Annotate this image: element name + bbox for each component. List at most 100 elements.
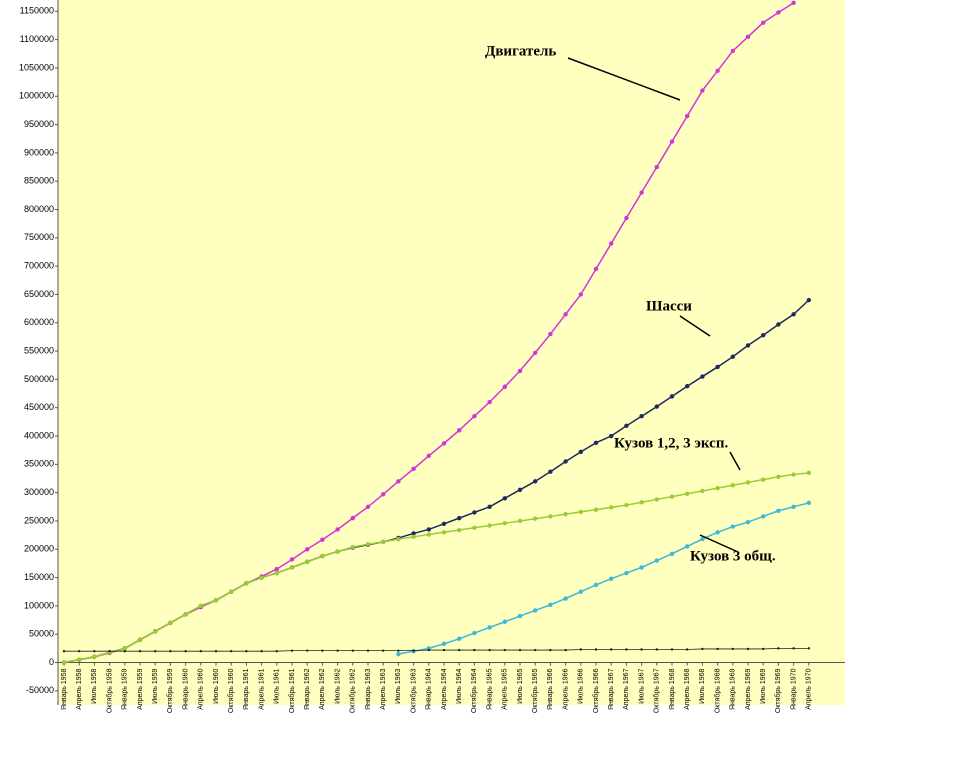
x-tick-label: Апрель 1967	[623, 668, 630, 709]
data-point	[183, 612, 188, 617]
x-tick-label: Июль 1960	[213, 668, 220, 703]
x-tick-label: Июль 1967	[638, 668, 645, 703]
data-point	[168, 620, 173, 626]
data-point	[685, 113, 690, 119]
data-point	[472, 525, 477, 530]
y-tick-label: 150000	[24, 572, 54, 582]
data-point	[685, 544, 690, 549]
data-point	[259, 575, 264, 580]
data-point	[502, 384, 507, 389]
data-point	[806, 297, 811, 303]
x-tick-label: Июль 1962	[334, 668, 341, 703]
data-point	[426, 453, 431, 459]
data-point	[654, 404, 659, 409]
x-tick-label: Январь 1968	[669, 668, 676, 710]
data-point	[214, 650, 218, 653]
x-tick-label: Апрель 1968	[684, 668, 691, 709]
data-point	[610, 648, 613, 651]
data-point	[381, 539, 386, 545]
data-point	[762, 647, 765, 651]
data-point	[745, 480, 751, 485]
data-point	[746, 647, 750, 651]
y-tick-label: 500000	[24, 374, 54, 384]
data-point	[715, 68, 720, 73]
data-point	[730, 483, 735, 488]
data-point	[609, 241, 614, 246]
data-point	[654, 164, 659, 170]
x-tick-label: Октябрь 1960	[227, 668, 235, 713]
data-point	[335, 527, 340, 532]
data-point	[412, 649, 415, 652]
data-point	[715, 485, 720, 491]
data-point	[472, 414, 477, 419]
data-point	[578, 449, 583, 455]
data-point	[624, 423, 629, 429]
data-point	[306, 649, 309, 652]
x-tick-label: Июль 1966	[578, 668, 585, 703]
data-point	[578, 589, 583, 594]
data-point	[274, 566, 279, 572]
data-point	[761, 20, 766, 25]
data-point	[761, 333, 766, 338]
data-point	[365, 504, 371, 510]
data-point	[548, 469, 553, 474]
x-tick-label: Апрель 1965	[502, 668, 509, 709]
data-point	[776, 508, 781, 513]
data-point	[487, 625, 492, 630]
data-point	[350, 544, 355, 550]
x-tick-label: Октябрь 1961	[288, 668, 296, 713]
x-tick-label: Июль 1969	[760, 668, 767, 703]
y-tick-label: 450000	[24, 402, 54, 412]
data-point	[563, 459, 568, 464]
data-point	[716, 647, 719, 651]
x-tick-label: Январь 1959	[122, 668, 129, 710]
x-tick-label: Январь 1962	[304, 668, 311, 710]
data-point	[62, 650, 66, 653]
data-point	[715, 530, 720, 535]
data-point	[396, 651, 401, 657]
data-point	[426, 527, 431, 532]
data-point	[533, 479, 538, 484]
data-point	[776, 10, 781, 15]
x-tick-label: Январь 1964	[426, 668, 433, 710]
data-point	[745, 343, 751, 348]
data-point	[807, 647, 810, 650]
data-point	[411, 534, 416, 540]
data-point	[548, 331, 553, 337]
data-point	[350, 515, 355, 521]
data-point	[397, 649, 400, 652]
data-point	[761, 477, 766, 482]
data-point	[609, 576, 614, 581]
y-tick-label: 850000	[24, 176, 54, 186]
x-tick-label: Октябрь 1968	[713, 668, 721, 713]
data-point	[503, 648, 506, 652]
data-point	[184, 650, 187, 653]
data-point	[472, 630, 477, 636]
x-tick-label: Октябрь 1959	[166, 668, 174, 713]
y-tick-label: 1050000	[19, 62, 54, 72]
data-point	[335, 549, 340, 554]
data-point	[670, 648, 674, 651]
x-tick-label: Апрель 1961	[258, 668, 265, 709]
annotation: Шасси	[646, 298, 692, 314]
x-tick-label: Апрель 1964	[441, 668, 448, 709]
data-point	[685, 383, 690, 389]
data-point	[244, 581, 249, 586]
data-point	[441, 530, 447, 535]
data-point	[625, 648, 628, 651]
data-point	[382, 649, 385, 652]
data-point	[426, 646, 431, 651]
data-point	[457, 636, 462, 641]
y-tick-label: 200000	[24, 544, 54, 554]
y-tick-label: 50000	[29, 629, 54, 639]
data-point	[792, 647, 795, 650]
x-tick-label: Январь 1965	[486, 668, 493, 710]
x-tick-label: Октябрь 1965	[531, 668, 539, 713]
y-tick-label: 750000	[24, 232, 54, 242]
data-point	[563, 596, 568, 601]
y-tick-label: 0	[49, 657, 54, 667]
data-point	[260, 650, 263, 653]
data-point	[426, 532, 431, 537]
data-point	[138, 650, 142, 653]
data-point	[108, 650, 111, 653]
